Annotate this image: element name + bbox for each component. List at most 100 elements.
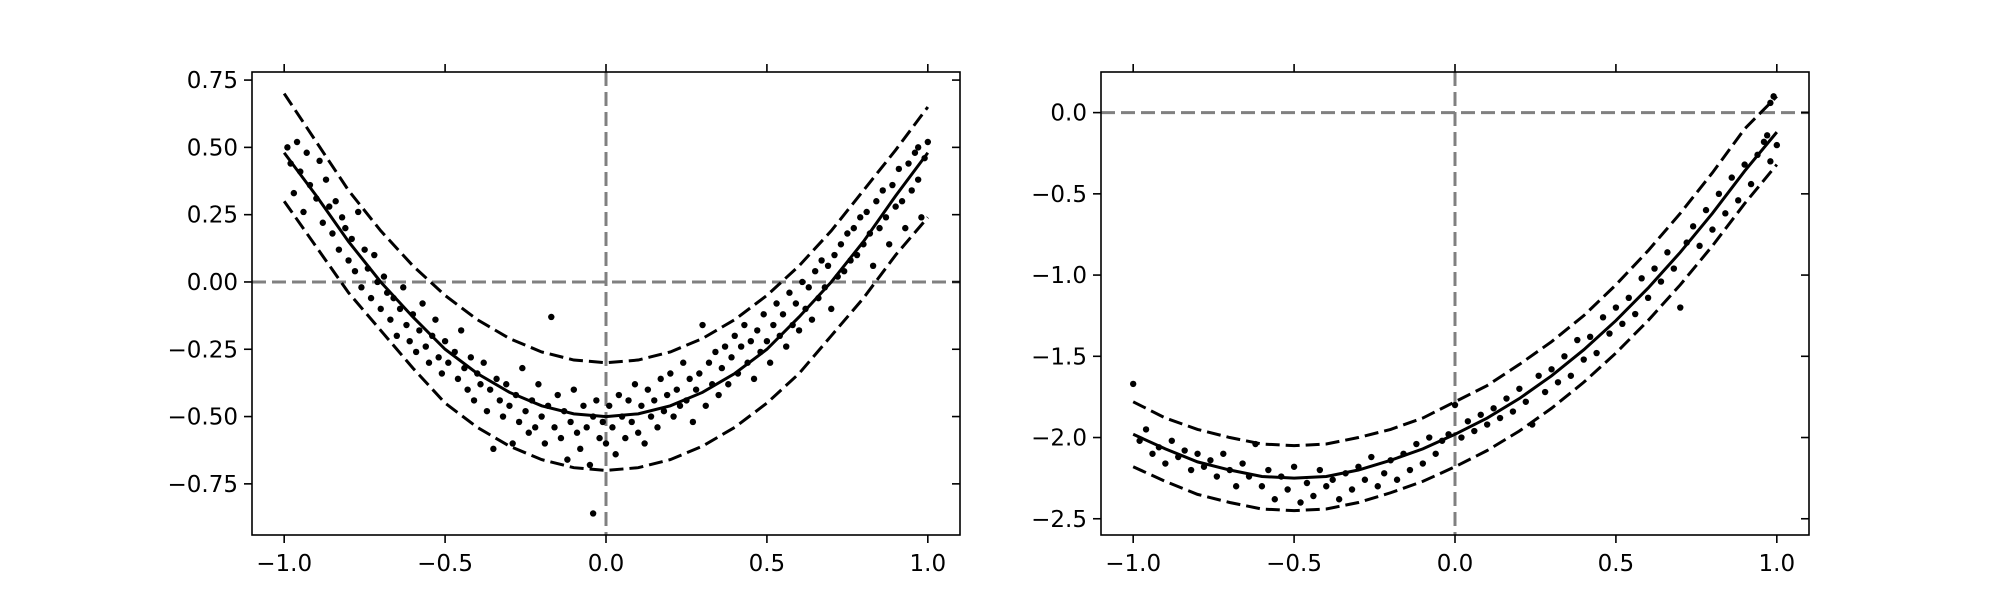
scatter-point: [522, 407, 529, 415]
scatter-point: [699, 321, 706, 329]
scatter-point: [1638, 275, 1645, 282]
scatter-point: [589, 510, 597, 517]
scatter-point: [474, 370, 481, 377]
y-tick-label: −1.5: [1031, 344, 1087, 370]
scatter-point: [1207, 457, 1214, 464]
scatter-point: [1644, 294, 1652, 302]
scatter-point: [1245, 473, 1253, 480]
scatter-point: [737, 343, 745, 350]
scatter-point: [721, 343, 729, 350]
scatter-point: [438, 370, 446, 377]
scatter-point: [1271, 496, 1278, 503]
scatter-point: [377, 305, 384, 313]
scatter-point: [686, 375, 693, 383]
scatter-point: [921, 154, 928, 162]
scatter-point: [847, 257, 854, 264]
y-tick-label: 0.25: [187, 203, 238, 229]
scatter-point: [1554, 379, 1562, 386]
scatter-point: [1593, 349, 1600, 357]
scatter-point: [503, 381, 510, 388]
scatter-point: [1683, 239, 1690, 246]
scatter-point: [818, 257, 825, 264]
scatter-point: [731, 332, 738, 339]
scatter-point: [924, 138, 932, 146]
scatter-point: [564, 456, 571, 463]
scatter-point: [602, 440, 610, 447]
scatter-point: [1728, 174, 1735, 181]
scatter-point: [618, 413, 626, 420]
scatter-point: [886, 241, 893, 248]
scatter-point: [1265, 466, 1272, 474]
scatter-point: [293, 138, 301, 146]
scatter-point: [432, 316, 439, 323]
scatter-point: [1689, 223, 1697, 230]
scatter-point: [1612, 304, 1620, 311]
scatter-point: [918, 214, 925, 221]
scatter-point: [815, 294, 822, 302]
scatter-point: [828, 305, 835, 313]
scatter-point: [1767, 99, 1774, 107]
scatter-point: [519, 364, 526, 372]
scatter-point: [355, 208, 362, 216]
scatter-point: [464, 386, 471, 393]
scatter-point: [1535, 372, 1542, 379]
scatter-point: [692, 386, 700, 393]
scatter-point: [322, 176, 330, 183]
scatter-point: [525, 429, 532, 436]
scatter-point: [786, 289, 793, 296]
scatter-point: [615, 391, 623, 399]
scatter-point: [409, 311, 417, 318]
scatter-point: [573, 429, 581, 436]
scatter-point: [1290, 463, 1298, 470]
scatter-point: [358, 284, 365, 291]
scatter-point: [454, 375, 462, 383]
scatter-point: [1625, 294, 1632, 302]
scatter-point: [383, 289, 391, 296]
x-tick-label: 0.5: [1598, 551, 1635, 577]
scatter-point: [506, 402, 513, 409]
scatter-point: [1168, 437, 1176, 444]
scatter-point: [783, 343, 790, 350]
scatter-point: [329, 230, 336, 237]
scatter-point: [1432, 450, 1439, 457]
scatter-point: [1303, 479, 1311, 487]
scatter-point: [808, 316, 816, 323]
scatter-point: [1142, 426, 1150, 433]
left-panel: −1.0 −0.5 0.0 0.5 1.0 0.75 0.50 0.25 0.00 −0.25 −0…: [168, 64, 961, 577]
scatter-point: [1529, 421, 1536, 428]
scatter-point: [1541, 388, 1549, 396]
scatter-point: [1677, 304, 1684, 311]
scatter-point: [586, 461, 594, 469]
fit-curve-line: [282, 151, 930, 419]
scatter-point: [879, 187, 886, 194]
scatter-point: [560, 407, 568, 415]
scatter-point: [541, 440, 549, 447]
scatter-point: [1155, 444, 1163, 451]
scatter-point: [1355, 463, 1362, 470]
scatter-point: [361, 246, 368, 253]
scatter-point: [670, 413, 677, 420]
scatter-point: [1522, 398, 1530, 405]
scatter-point: [1509, 408, 1517, 415]
lower-band-line: [282, 200, 929, 472]
scatter-point: [393, 332, 401, 339]
scatter-point: [744, 359, 751, 366]
scatter-point: [1348, 486, 1356, 493]
scatter-point: [287, 160, 294, 167]
scatter-point: [641, 440, 648, 447]
scatter-point: [850, 224, 857, 232]
scatter-point: [1239, 460, 1246, 467]
scatter-point: [1181, 447, 1188, 454]
scatter-point: [1496, 414, 1504, 422]
scatter-point: [1619, 320, 1626, 328]
scatter-point: [457, 327, 465, 334]
scatter-point: [1175, 453, 1182, 461]
scatter-point: [725, 381, 732, 388]
scatter-point: [676, 402, 684, 409]
scatter-point: [773, 300, 780, 307]
scatter-point: [892, 203, 899, 210]
scatter-point: [412, 348, 420, 356]
scatter-point: [1335, 496, 1343, 503]
scatter-point: [799, 278, 806, 286]
scatter-point: [403, 321, 410, 329]
